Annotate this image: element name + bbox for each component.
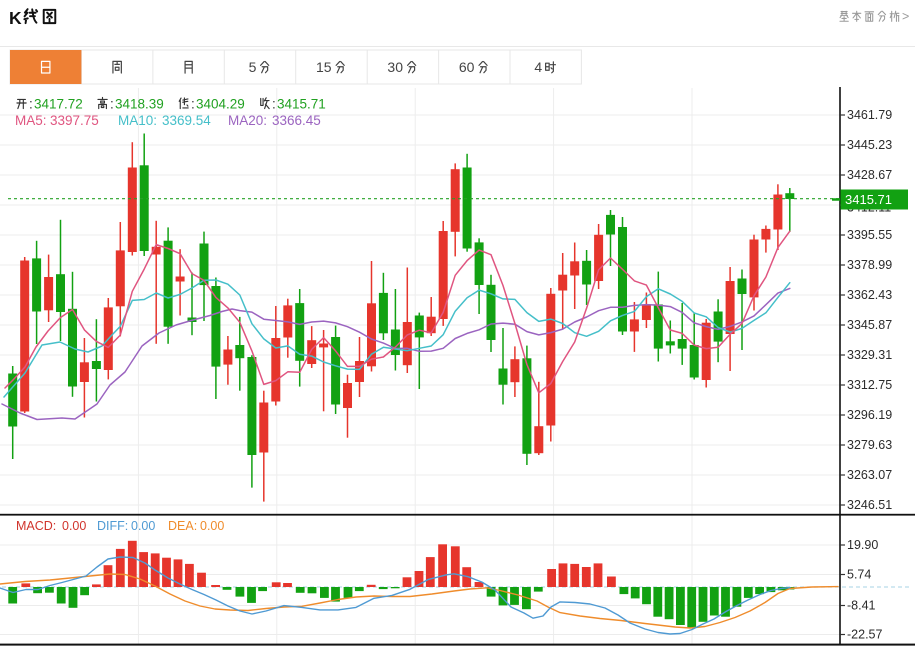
svg-text:60: 60: [459, 59, 475, 75]
svg-text:3362.43: 3362.43: [847, 288, 892, 302]
svg-text:-22.57: -22.57: [847, 628, 882, 642]
svg-text::: :: [272, 97, 276, 112]
svg-text:15: 15: [316, 59, 332, 75]
svg-text:3279.63: 3279.63: [847, 438, 892, 452]
svg-text:K: K: [9, 8, 22, 28]
svg-text:3312.75: 3312.75: [847, 378, 892, 392]
svg-text:3378.99: 3378.99: [847, 258, 892, 272]
svg-text:>: >: [902, 10, 909, 24]
svg-text:MA20:: MA20:: [228, 113, 267, 128]
svg-text::: :: [29, 97, 33, 112]
svg-text:3369.54: 3369.54: [162, 113, 211, 128]
svg-text:MACD:: MACD:: [16, 519, 56, 533]
svg-text:-8.41: -8.41: [847, 599, 876, 613]
svg-text:0.00: 0.00: [200, 519, 224, 533]
svg-text:0.00: 0.00: [131, 519, 155, 533]
svg-text:3415.71: 3415.71: [277, 97, 326, 112]
svg-text:30: 30: [387, 59, 403, 75]
svg-text:5: 5: [249, 59, 257, 75]
svg-text:19.90: 19.90: [847, 538, 878, 552]
svg-text:3428.67: 3428.67: [847, 168, 892, 182]
svg-text:3417.72: 3417.72: [34, 97, 83, 112]
svg-text:3263.07: 3263.07: [847, 468, 892, 482]
svg-text:3246.51: 3246.51: [847, 498, 892, 512]
svg-text:MA10:: MA10:: [118, 113, 157, 128]
svg-text:3366.45: 3366.45: [272, 113, 321, 128]
svg-text:3404.29: 3404.29: [196, 97, 245, 112]
svg-text::: :: [110, 97, 114, 112]
svg-text:3415.71: 3415.71: [845, 192, 892, 207]
svg-text:3445.23: 3445.23: [847, 138, 892, 152]
svg-text:MA5:: MA5:: [15, 113, 47, 128]
svg-text:3418.39: 3418.39: [115, 97, 164, 112]
svg-text:0.00: 0.00: [62, 519, 86, 533]
svg-text:3461.79: 3461.79: [847, 108, 892, 122]
svg-text:3329.31: 3329.31: [847, 348, 892, 362]
svg-text:DIFF:: DIFF:: [97, 519, 128, 533]
svg-text:3296.19: 3296.19: [847, 408, 892, 422]
svg-text:DEA:: DEA:: [168, 519, 197, 533]
svg-text:3397.75: 3397.75: [50, 113, 99, 128]
svg-text:5.74: 5.74: [847, 568, 871, 582]
svg-text:3395.55: 3395.55: [847, 228, 892, 242]
svg-text:4: 4: [534, 59, 542, 75]
svg-text::: :: [191, 97, 195, 112]
svg-text:3345.87: 3345.87: [847, 318, 892, 332]
